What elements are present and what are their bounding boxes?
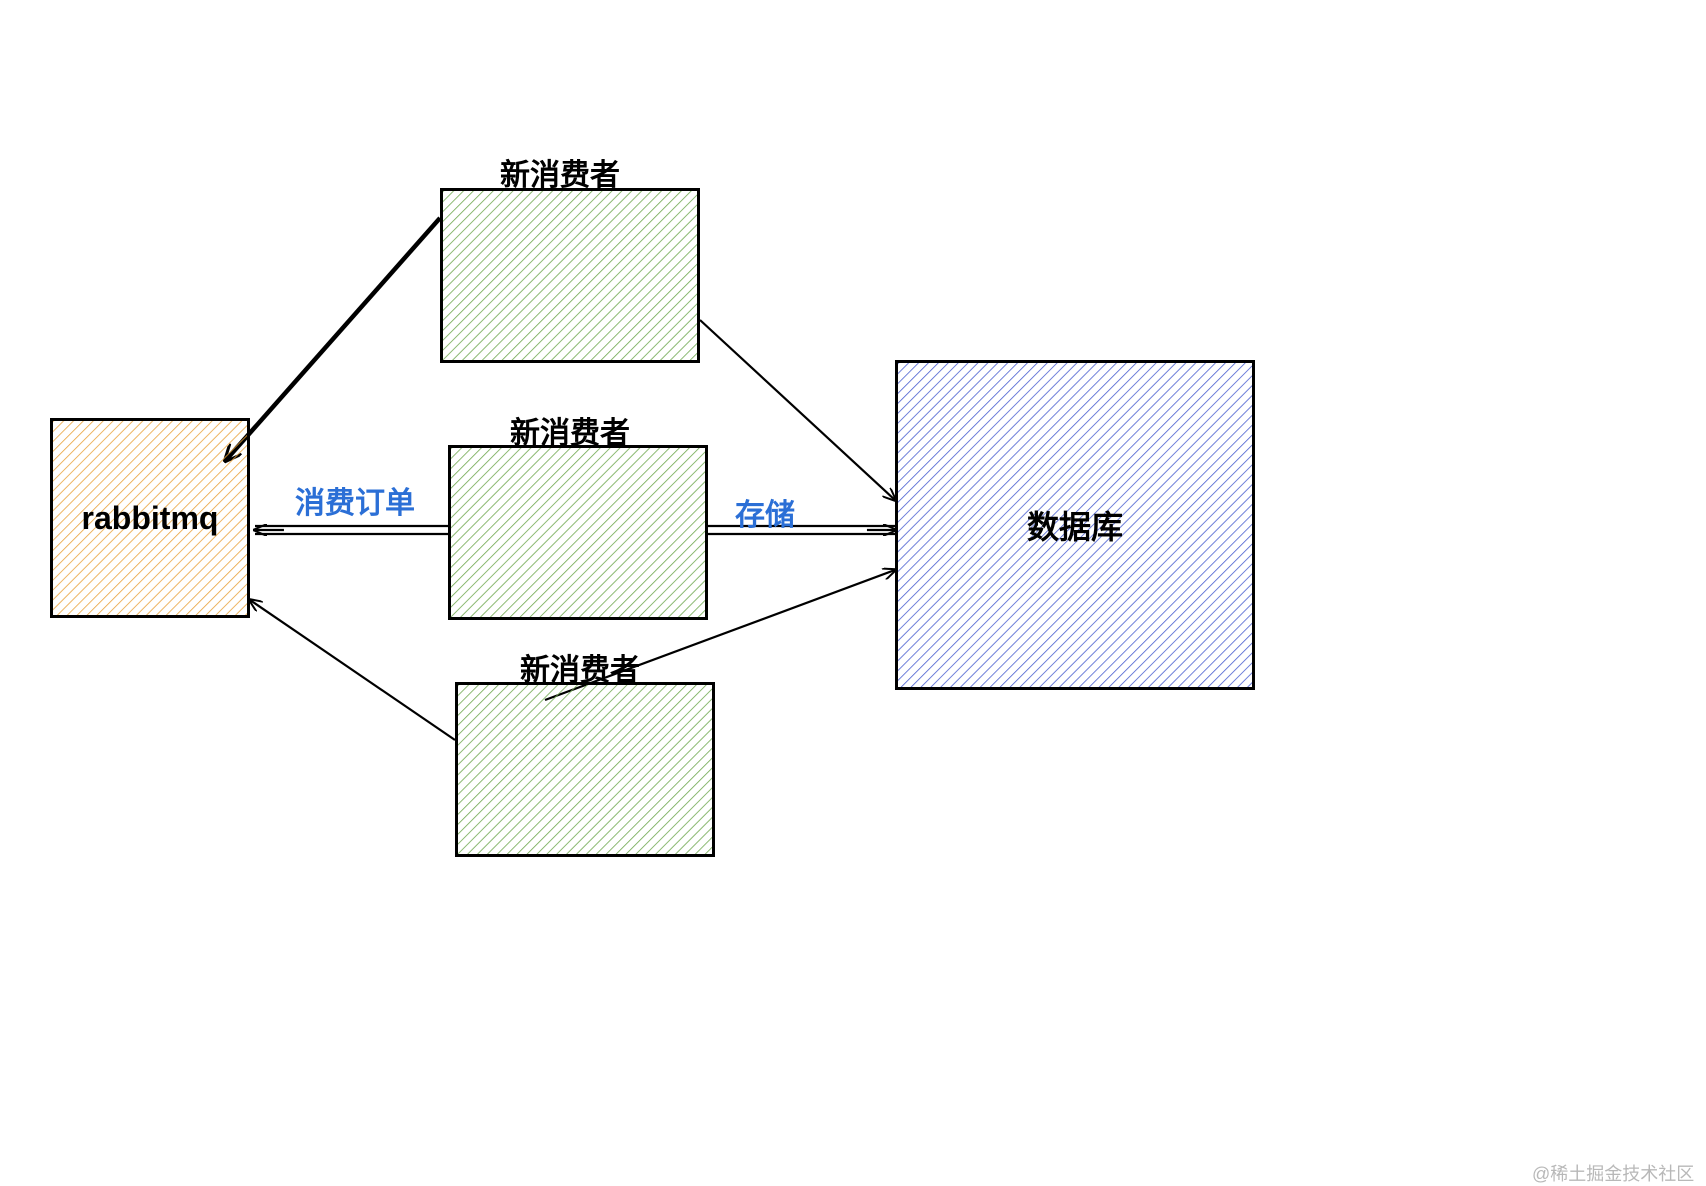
- node-consumer2: [448, 445, 708, 620]
- node-database: 数据库: [895, 360, 1255, 690]
- node-consumer3: [455, 682, 715, 857]
- edge-label-store: 存储: [735, 490, 795, 534]
- hatch-fill: [451, 448, 705, 617]
- node-database-label: 数据库: [1027, 502, 1123, 548]
- hatch-fill: [458, 685, 712, 854]
- hatch-fill: [443, 191, 697, 360]
- node-rabbitmq: rabbitmq: [50, 418, 250, 618]
- watermark: @稀土掘金技术社区: [1532, 1160, 1694, 1186]
- edge-label-consume: 消费订单: [295, 478, 415, 522]
- node-consumer1: [440, 188, 700, 363]
- node-rabbitmq-label: rabbitmq: [82, 500, 219, 537]
- edges-layer: [0, 0, 1706, 1186]
